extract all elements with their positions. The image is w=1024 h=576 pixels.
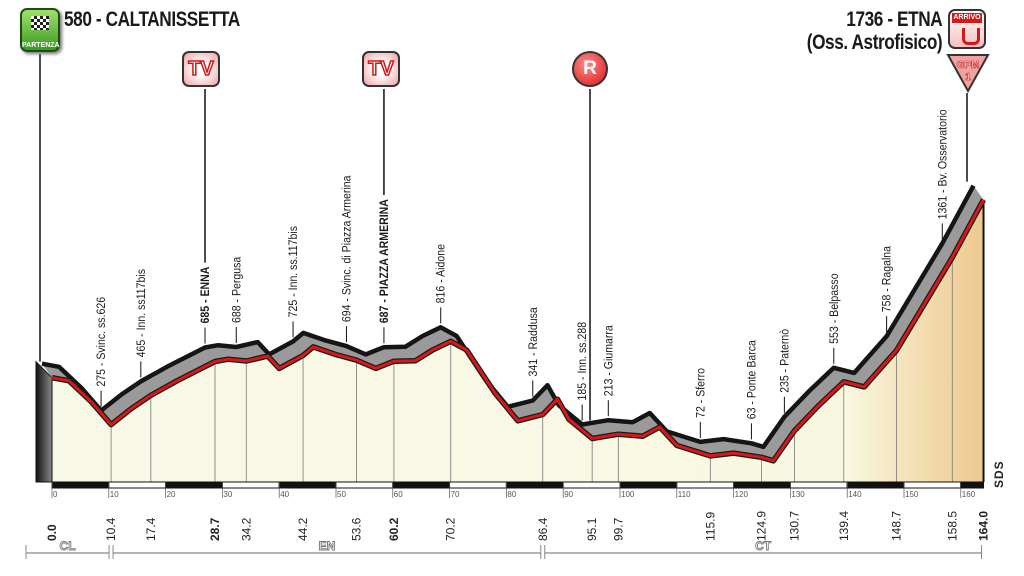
x-tick-label: 160 (962, 490, 976, 499)
waypoint-label: 694 - Svinc. di Piazza Armerina (341, 175, 354, 322)
waypoint-km-label: 99.7 (611, 517, 625, 541)
scale-segment (392, 481, 451, 489)
gpm-category: 1 (965, 72, 971, 83)
x-tick-label: 150 (905, 490, 919, 499)
waypoint-label: 185 - Inn. ss.288 (577, 322, 590, 401)
x-tick-label: 100 (621, 490, 635, 499)
sprint-icon: R (572, 51, 608, 87)
waypoint-km-label: 70.2 (444, 517, 458, 541)
x-tick-label: 40 (280, 490, 289, 499)
x-tick-label: 90 (564, 490, 573, 499)
tv-icon: TV (362, 51, 400, 87)
x-tick-label: 10 (110, 490, 119, 499)
tv-icon: TV (182, 51, 220, 87)
waypoint-label: 213 - Giumarra (603, 325, 616, 397)
waypoint-label: 63 - Ponte Barca (746, 339, 759, 419)
waypoint-km-label: 115.9 (703, 512, 717, 541)
waypoint-label: 235 - Paternò (779, 329, 792, 393)
waypoint-label: 465 - Inn. ss117bis (135, 269, 148, 358)
scale-segment (335, 481, 394, 489)
x-tick-label: 140 (848, 490, 862, 499)
finish-name: 1736 - ETNA (846, 8, 942, 31)
waypoint-label: 758 - Ragalna (881, 245, 894, 312)
scale-segment (562, 481, 621, 489)
signature-logo: SDS (992, 460, 1006, 488)
finish-subname: (Oss. Astrofisico) (806, 31, 942, 54)
profile-area (52, 199, 984, 482)
start-badge-label: PARTENZA (22, 42, 60, 49)
waypoint-km-label: 44.2 (296, 517, 310, 541)
waypoint-km-label: 17.4 (144, 517, 158, 541)
x-tick-label: 50 (337, 490, 346, 499)
waypoint-km-label: 148.7 (890, 511, 904, 541)
scale-end (960, 482, 984, 488)
waypoint-km-label: 34.2 (239, 517, 253, 541)
x-tick-label: 130 (791, 490, 805, 499)
finish-location-title: 1736 - ETNA (Oss. Astrofisico) (806, 8, 942, 54)
waypoint-label: 685 - ENNA (199, 267, 212, 324)
scale-segment (676, 481, 735, 489)
profile-start-wall (35, 360, 53, 483)
rider-arms-icon (962, 28, 980, 45)
waypoint-km-label: 164.0 (977, 511, 991, 541)
waypoint-km-label: 0.0 (45, 524, 59, 541)
start-location-title: 580 - CALTANISSETTA (64, 8, 240, 31)
scale-segment (789, 481, 848, 489)
scale-segment (449, 481, 507, 489)
x-tick-label: 80 (507, 490, 516, 499)
checkered-flag-icon (31, 16, 49, 30)
scale-segment (165, 481, 223, 489)
province-code: CL (60, 539, 76, 553)
waypoint-km-label: 53.6 (349, 517, 363, 541)
waypoint-label: 688 - Pergusa (231, 256, 244, 323)
scale-segment (278, 481, 337, 489)
x-tick-label: 0 (53, 490, 58, 499)
waypoint-km-label: 124.9 (754, 511, 768, 541)
waypoint-km-label: 95.1 (585, 517, 599, 541)
waypoint-km-label: 139.4 (837, 511, 851, 541)
x-tick-label: 110 (678, 490, 691, 499)
x-tick-label: 70 (451, 490, 460, 499)
waypoint-km-label: 10.4 (104, 517, 118, 541)
scale-segment (619, 481, 678, 489)
finish-icon: ARRIVO (948, 9, 986, 49)
x-tick-label: 120 (735, 490, 749, 499)
waypoint-label: 275 - Svinc. ss.626 (96, 297, 109, 387)
scale-segment (733, 481, 791, 489)
waypoint-km-label: 130.7 (787, 511, 801, 541)
x-tick-label: 30 (223, 490, 232, 499)
profile-line (51, 198, 985, 463)
profile-top-edge (41, 184, 976, 450)
waypoint-label: 1361 - Bv. Osservatorio (937, 109, 950, 219)
waypoint-label: 72 - Sferro (695, 368, 708, 418)
finish-badge-label: ARRIVO (952, 13, 982, 23)
waypoint-label: 553 - Belpasso (828, 273, 841, 343)
gpm-label: GPM (957, 60, 980, 71)
scale-segment (51, 481, 110, 489)
start-flag-icon: PARTENZA (20, 8, 60, 52)
scale-segment (505, 481, 564, 489)
waypoint-km-label: 158.5 (945, 511, 959, 541)
scale-segment (903, 481, 962, 489)
scale-segment (846, 481, 905, 489)
scale-segment (221, 481, 280, 489)
scale-segment (108, 481, 167, 489)
waypoint-label: 816 - Aidone (435, 244, 448, 303)
x-tick-label: 60 (394, 490, 403, 499)
waypoint-km-label: 28.7 (208, 517, 222, 541)
waypoint-label: 341 - Raddusa (527, 307, 540, 377)
waypoint-km-label: 86.4 (536, 517, 550, 541)
province-code: EN (319, 539, 336, 553)
waypoint-km-label: 60.2 (387, 517, 401, 541)
x-tick-label: 20 (167, 490, 176, 499)
gpm-triangle-icon: GPM 1 (946, 54, 990, 93)
waypoint-label: 725 - Inn. ss.117bis (288, 226, 301, 318)
province-code: CT (755, 539, 772, 553)
waypoint-label: 687 - PIAZZA ARMERINA (378, 199, 391, 323)
